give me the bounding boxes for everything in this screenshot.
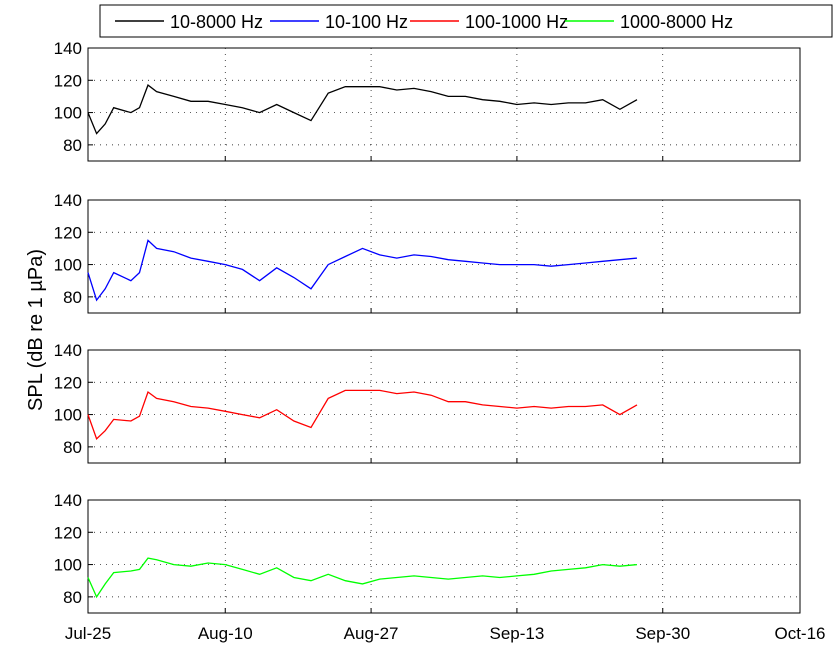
series-line-10-100-Hz <box>87 239 638 302</box>
y-tick-label: 80 <box>63 438 82 457</box>
series-line-1000-8000-Hz <box>87 557 638 599</box>
legend-box <box>99 4 833 38</box>
panel-frame <box>87 47 801 162</box>
y-tick-label: 100 <box>54 256 82 275</box>
x-tick-labels: Jul-25 Aug-10 Aug-27 Sep-13 Sep-30 Oct-16 <box>65 624 826 643</box>
y-tick-label: 140 <box>54 39 82 58</box>
panels-group: 80 100 120 140 80 100 120 140 80 100 120 140 80 100 12… <box>54 39 826 643</box>
x-tick-label: Aug-10 <box>198 624 253 643</box>
y-tick-label: 140 <box>54 491 82 510</box>
y-tick-label: 100 <box>54 104 82 123</box>
x-tick-label: Sep-30 <box>635 624 690 643</box>
y-tick-label: 120 <box>54 523 82 542</box>
series-line-10-8000-Hz <box>87 84 638 135</box>
legend: 10-8000 Hz 10-100 Hz 100-1000 Hz 1000-80… <box>99 4 833 38</box>
y-tick-label: 120 <box>54 373 82 392</box>
x-tick-label: Sep-13 <box>490 624 545 643</box>
y-tick-label: 80 <box>63 288 82 307</box>
y-tick-label: 140 <box>54 341 82 360</box>
y-tick-label: 120 <box>54 71 82 90</box>
x-tick-label: Oct-16 <box>774 624 825 643</box>
y-tick-label: 80 <box>63 136 82 155</box>
x-tick-label: Jul-25 <box>65 624 111 643</box>
x-tick-label: Aug-27 <box>344 624 399 643</box>
y-tick-label: 100 <box>54 556 82 575</box>
legend-label-10-8000: 10-8000 Hz <box>170 12 263 32</box>
panel-4: 80 100 120 140 <box>54 491 801 614</box>
y-tick-label: 140 <box>54 191 82 210</box>
panel-1: 80 100 120 140 <box>54 39 801 162</box>
panel-frame <box>87 349 801 464</box>
y-tick-label: 100 <box>54 406 82 425</box>
panel-2: 80 100 120 140 <box>54 191 801 314</box>
y-tick-label: 120 <box>54 223 82 242</box>
legend-label-100-1000: 100-1000 Hz <box>465 12 568 32</box>
panel-frame <box>87 199 801 314</box>
panel-3: 80 100 120 140 <box>54 341 801 464</box>
legend-label-1000-8000: 1000-8000 Hz <box>620 12 733 32</box>
panel-frame <box>87 499 801 614</box>
y-tick-label: 80 <box>63 588 82 607</box>
series-line-100-1000-Hz <box>87 389 638 440</box>
legend-label-10-100: 10-100 Hz <box>325 12 408 32</box>
y-axis-label: SPL (dB re 1 µPa) <box>25 249 47 411</box>
